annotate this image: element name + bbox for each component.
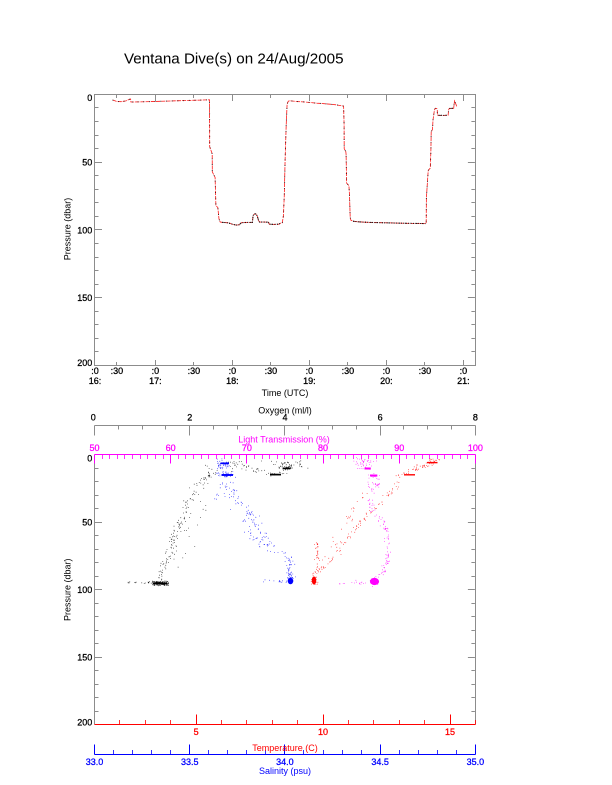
svg-text::30: :30 <box>188 366 201 376</box>
svg-text::0: :0 <box>383 366 391 376</box>
svg-text:0: 0 <box>87 453 92 463</box>
svg-text:Oxygen (ml/l): Oxygen (ml/l) <box>258 406 312 416</box>
svg-text:35.0: 35.0 <box>467 757 485 767</box>
svg-text:20:: 20: <box>380 376 393 386</box>
svg-text:Pressure (dbar): Pressure (dbar) <box>62 558 72 621</box>
svg-text:Ventana Dive(s) on 24/Aug/2005: Ventana Dive(s) on 24/Aug/2005 <box>124 50 344 67</box>
svg-text:2: 2 <box>187 412 192 422</box>
svg-text:16:: 16: <box>89 376 102 386</box>
svg-text:21:: 21: <box>457 376 470 386</box>
svg-text:Temperature (C): Temperature (C) <box>252 743 318 753</box>
svg-text:100: 100 <box>468 443 483 453</box>
svg-text:34.0: 34.0 <box>276 757 294 767</box>
svg-text:33.5: 33.5 <box>181 757 199 767</box>
svg-text:50: 50 <box>82 517 92 527</box>
svg-text:150: 150 <box>77 293 92 303</box>
svg-text::0: :0 <box>229 366 237 376</box>
svg-text:17:: 17: <box>149 376 162 386</box>
svg-text:200: 200 <box>77 717 92 727</box>
svg-text:15: 15 <box>445 727 455 737</box>
svg-text:200: 200 <box>77 358 92 368</box>
svg-text:Salinity (psu): Salinity (psu) <box>259 766 311 776</box>
svg-text:8: 8 <box>473 412 478 422</box>
svg-text:5: 5 <box>194 727 199 737</box>
svg-text::30: :30 <box>419 366 432 376</box>
svg-text:100: 100 <box>77 585 92 595</box>
svg-text:18:: 18: <box>226 376 239 386</box>
svg-text::0: :0 <box>152 366 160 376</box>
svg-text:19:: 19: <box>303 376 316 386</box>
svg-text:70: 70 <box>242 443 252 453</box>
svg-text::30: :30 <box>265 366 278 376</box>
svg-text:10: 10 <box>318 727 328 737</box>
svg-text:0: 0 <box>87 93 92 103</box>
svg-text:4: 4 <box>282 412 287 422</box>
svg-text:150: 150 <box>77 652 92 662</box>
svg-text:50: 50 <box>89 443 99 453</box>
svg-text:60: 60 <box>166 443 176 453</box>
svg-text::30: :30 <box>342 366 355 376</box>
svg-text::0: :0 <box>306 366 314 376</box>
svg-text:Pressure (dbar): Pressure (dbar) <box>62 198 72 261</box>
svg-text:34.5: 34.5 <box>371 757 389 767</box>
svg-text:Light Transmission (%): Light Transmission (%) <box>238 434 330 444</box>
svg-text::30: :30 <box>111 366 124 376</box>
svg-text:0: 0 <box>91 412 96 422</box>
svg-text:50: 50 <box>82 157 92 167</box>
svg-text:90: 90 <box>394 443 404 453</box>
svg-text::0: :0 <box>91 366 99 376</box>
svg-text:100: 100 <box>77 225 92 235</box>
svg-text:33.0: 33.0 <box>86 757 104 767</box>
svg-text:80: 80 <box>318 443 328 453</box>
svg-text::0: :0 <box>460 366 468 376</box>
svg-text:Time (UTC): Time (UTC) <box>262 388 309 398</box>
svg-text:6: 6 <box>378 412 383 422</box>
